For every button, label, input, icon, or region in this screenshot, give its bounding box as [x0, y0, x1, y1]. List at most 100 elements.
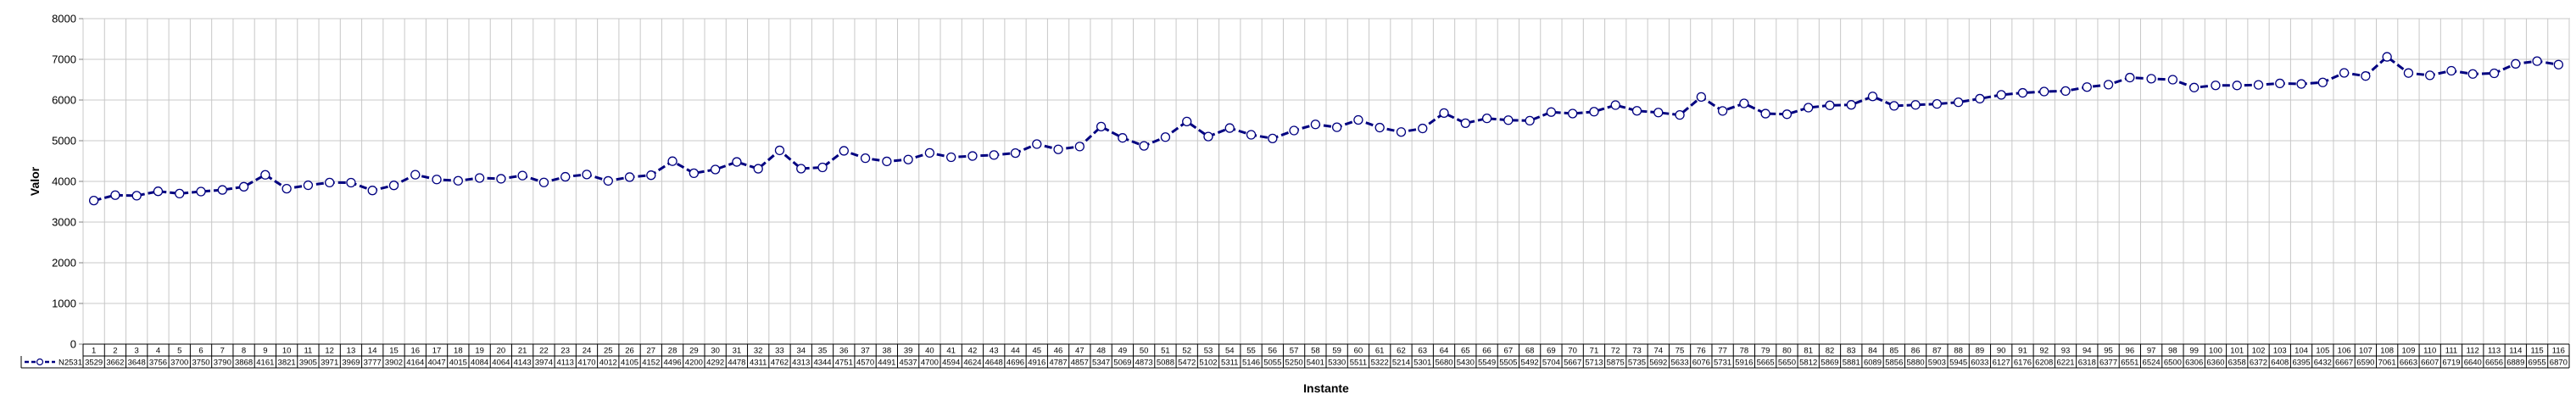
data-point: [153, 186, 164, 197]
x-category-label: 80: [1782, 347, 1792, 356]
data-point: [2103, 80, 2114, 90]
table-value: 5916: [1735, 359, 1753, 368]
data-point: [1631, 106, 1642, 116]
table-value: 5881: [1843, 359, 1860, 368]
x-category-label: 67: [1504, 347, 1514, 356]
y-tick-label: 8000: [52, 13, 76, 25]
table-value: 5301: [1413, 359, 1431, 368]
data-point: [496, 174, 506, 184]
data-point: [1246, 130, 1257, 140]
data-point: [2167, 75, 2178, 85]
table-value: 4047: [427, 359, 445, 368]
table-value: 5667: [1564, 359, 1581, 368]
x-category-label: 77: [1718, 347, 1727, 356]
x-category-label: 47: [1075, 347, 1084, 356]
table-value: 4696: [1006, 359, 1024, 368]
data-point: [474, 173, 485, 183]
table-value: 4762: [771, 359, 789, 368]
table-value: 4113: [556, 359, 573, 368]
data-point: [624, 172, 635, 182]
table-value: 6372: [2250, 359, 2267, 368]
data-point: [1118, 133, 1128, 143]
data-point: [517, 170, 527, 181]
x-category-label: 41: [946, 347, 956, 356]
x-category-label: 28: [668, 347, 677, 356]
data-point: [1525, 115, 1535, 126]
x-category-label: 31: [733, 347, 742, 356]
data-point: [796, 164, 806, 174]
data-point: [1825, 100, 1835, 110]
table-value: 4170: [577, 359, 595, 368]
table-value: 5549: [1478, 359, 1496, 368]
x-category-label: 75: [1676, 347, 1685, 356]
table-value: 6656: [2485, 359, 2503, 368]
table-value: 6033: [1971, 359, 1988, 368]
data-point: [946, 152, 956, 163]
y-tick-label: 3000: [52, 216, 76, 229]
data-point: [2382, 52, 2392, 62]
x-category-label: 13: [347, 347, 356, 356]
x-category-label: 116: [2552, 347, 2565, 356]
x-category-label: 29: [689, 347, 699, 356]
table-value: 6377: [2099, 359, 2117, 368]
x-category-label: 111: [2445, 347, 2457, 356]
table-value: 4152: [642, 359, 660, 368]
x-category-label: 87: [1932, 347, 1942, 356]
table-value: 6221: [2056, 359, 2074, 368]
data-point: [2146, 74, 2156, 84]
data-point: [2425, 70, 2435, 81]
table-value: 5713: [1585, 359, 1603, 368]
table-value: 6607: [2421, 359, 2439, 368]
x-category-label: 57: [1290, 347, 1299, 356]
table-value: 5692: [1649, 359, 1667, 368]
data-point: [732, 157, 742, 167]
data-point: [1374, 122, 1385, 133]
x-category-label: 93: [2061, 347, 2071, 356]
x-category-label: 112: [2467, 347, 2479, 356]
data-point: [882, 156, 892, 167]
table-value: 4570: [856, 359, 874, 368]
legend-key-marker: [36, 358, 44, 366]
table-value: 5665: [1757, 359, 1775, 368]
data-point: [303, 180, 314, 191]
x-category-label: 78: [1740, 347, 1749, 356]
table-value: 4624: [963, 359, 981, 368]
data-point: [1053, 144, 1063, 154]
data-point: [817, 162, 828, 173]
table-value: 6360: [2206, 359, 2224, 368]
x-category-label: 54: [1225, 347, 1235, 356]
table-value: 3529: [85, 359, 103, 368]
table-value: 4012: [599, 359, 617, 368]
x-category-label: 101: [2230, 347, 2244, 356]
data-point: [2125, 72, 2135, 83]
table-value: 4311: [750, 359, 767, 368]
table-value: 4857: [1071, 359, 1089, 368]
x-category-label: 103: [2273, 347, 2287, 356]
y-tick-label: 5000: [52, 135, 76, 147]
table-value: 5430: [1457, 359, 1475, 368]
x-category-label: 12: [325, 347, 334, 356]
data-point: [1396, 127, 1407, 137]
data-point: [1653, 108, 1664, 118]
y-tick-label: 4000: [52, 175, 76, 188]
table-value: 6551: [2121, 359, 2138, 368]
x-category-label: 1: [92, 347, 96, 356]
y-tick-label: 2000: [52, 257, 76, 270]
table-value: 4496: [664, 359, 682, 368]
table-value: 4064: [492, 359, 510, 368]
table-value: 5731: [1714, 359, 1731, 368]
data-point: [2553, 59, 2564, 70]
table-value: 5856: [1885, 359, 1903, 368]
x-category-label: 4: [156, 347, 160, 356]
table-value: 6208: [2035, 359, 2053, 368]
data-point: [1160, 132, 1171, 142]
x-category-label: 95: [2104, 347, 2113, 356]
x-category-label: 71: [1590, 347, 1599, 356]
data-point: [2511, 58, 2521, 69]
data-point: [1739, 98, 1749, 108]
data-point: [989, 150, 999, 160]
x-category-label: 49: [1118, 347, 1128, 356]
table-value: 5633: [1670, 359, 1688, 368]
data-point: [2339, 68, 2350, 78]
x-category-label: 89: [1976, 347, 1985, 356]
